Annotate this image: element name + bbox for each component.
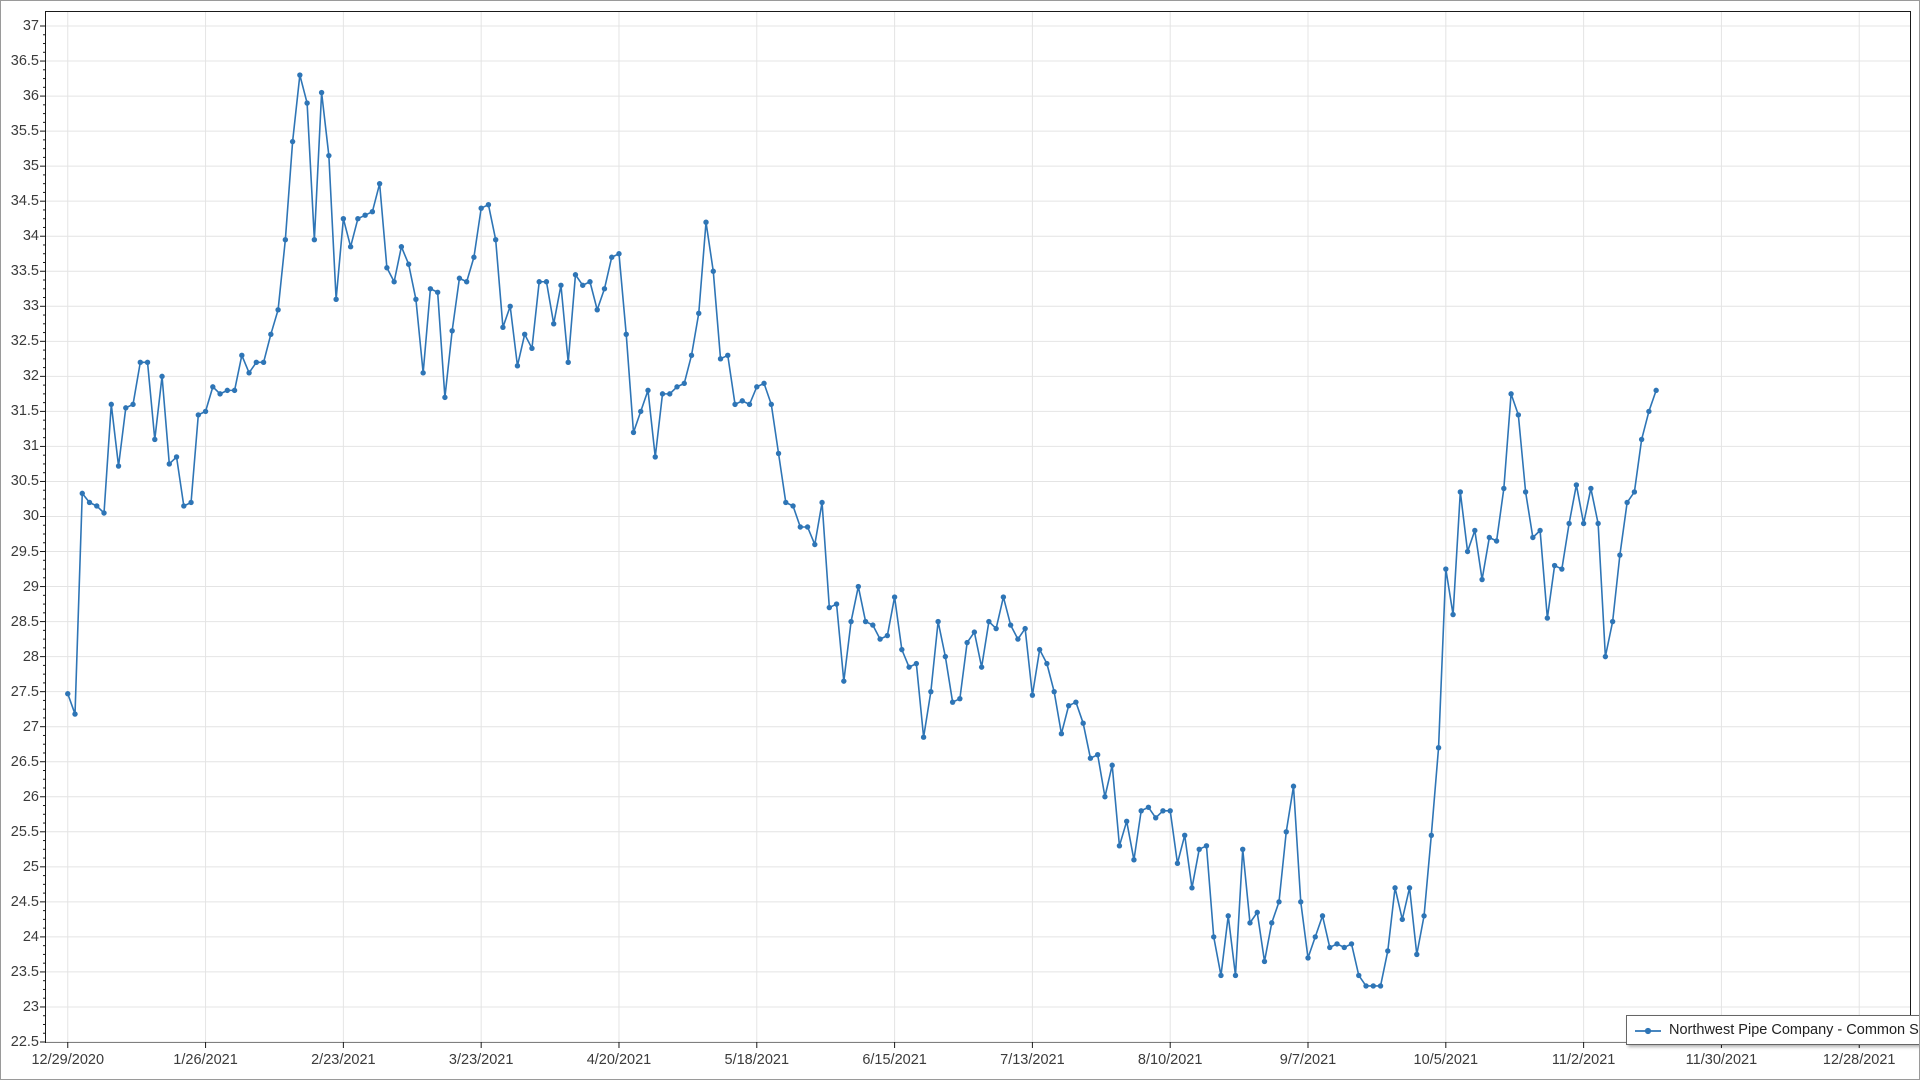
x-axis-labels: 12/29/2020 1/26/2021 2/23/2021 3/23/2021 4/2…	[1, 1052, 1919, 1079]
y-axis-tick-label: 25	[22, 858, 39, 875]
y-axis-tick-label: 37	[22, 18, 39, 34]
x-axis-tick-label: 1/26/2021	[173, 1052, 238, 1068]
x-axis-tick-label: 5/18/2021	[724, 1052, 790, 1068]
x-axis-tick-label: 12/29/2020	[31, 1052, 105, 1068]
x-axis-tick-label: 3/23/2021	[448, 1052, 514, 1068]
y-axis-tick-label: 30	[22, 508, 39, 525]
x-axis-tick-label: 10/5/2021	[1413, 1052, 1479, 1068]
y-axis-tick-label: 36	[22, 88, 39, 105]
x-axis-tick-label: 2/23/2021	[311, 1052, 376, 1068]
y-axis-tick-label: 29.5	[10, 543, 39, 560]
x-axis-tick-label: 11/30/2021	[1685, 1052, 1758, 1068]
y-axis-tick-label: 33	[22, 298, 39, 315]
y-axis-tick-label: 22.5	[10, 1034, 39, 1050]
y-axis-tick-label: 28	[22, 648, 39, 665]
x-axis-tick-label: 4/20/2021	[586, 1052, 652, 1068]
x-axis-tick-label: 11/2/2021	[1551, 1052, 1616, 1068]
x-axis-tick-label: 6/15/2021	[862, 1052, 927, 1068]
y-axis-labels: 37 36.5 36 35.5 35 34.5 34 33.5 33 32.5 32 31.5 31 30…	[1, 1, 39, 1079]
y-axis-tick-label: 28.5	[10, 613, 39, 630]
y-axis-tick-label: 26	[22, 788, 39, 805]
y-axis-tick-label: 23	[22, 998, 39, 1015]
y-axis-tick-label: 23.5	[10, 963, 39, 980]
y-axis-tick-label: 36.5	[10, 53, 39, 70]
y-axis-tick-label: 34	[22, 228, 39, 245]
y-axis-tick-label: 34.5	[10, 193, 39, 210]
y-axis-tick-label: 32.5	[10, 333, 39, 350]
y-axis-tick-label: 35.5	[10, 123, 39, 140]
y-axis-tick-label: 29	[22, 578, 39, 595]
y-axis-tick-label: 27	[22, 718, 39, 735]
legend-line-marker-icon	[1634, 1024, 1662, 1036]
legend-label: Northwest Pipe Company - Common Stock	[1669, 1021, 1920, 1038]
y-axis-tick-label: 35	[22, 158, 39, 175]
y-axis-tick-label: 33.5	[10, 263, 39, 280]
x-axis-tick-label: 12/28/2021	[1822, 1052, 1896, 1068]
x-axis-tick-label: 9/7/2021	[1279, 1052, 1337, 1068]
y-axis-tick-label: 25.5	[10, 823, 39, 840]
y-axis-tick-label: 27.5	[10, 683, 39, 700]
y-axis-tick-label: 24	[22, 928, 39, 945]
x-axis-tick-label: 8/10/2021	[1137, 1052, 1203, 1068]
y-axis-tick-label: 30.5	[10, 473, 39, 490]
y-axis-tick-label: 26.5	[10, 753, 39, 770]
chart-legend[interactable]: Northwest Pipe Company - Common Stock	[1626, 1015, 1920, 1045]
y-axis-tick-label: 31.5	[10, 403, 39, 420]
y-axis-tick-label: 24.5	[10, 893, 39, 910]
y-axis-tick-label: 32	[22, 368, 39, 385]
plot-area	[45, 11, 1911, 1043]
x-axis-tick-label: 7/13/2021	[1000, 1052, 1065, 1068]
y-axis-tick-label: 31	[22, 438, 39, 455]
